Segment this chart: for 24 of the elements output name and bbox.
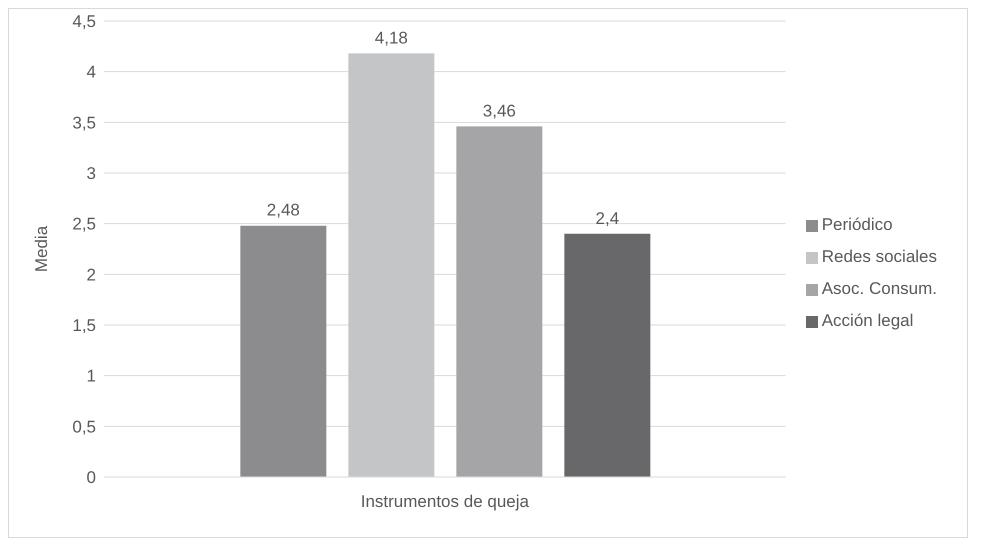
y-tick-label: 3,5 — [72, 113, 96, 132]
legend-label: Asoc. Consum. — [822, 279, 937, 298]
y-axis-title: Media — [32, 225, 52, 272]
bar — [564, 234, 650, 477]
y-tick-label: 1 — [86, 366, 96, 386]
y-tick-label: 0,5 — [72, 417, 96, 436]
y-tick-label: 4,5 — [72, 12, 96, 32]
data-label: 2,48 — [266, 200, 300, 220]
data-label: 2,4 — [596, 208, 620, 228]
y-tick-label: 0 — [86, 468, 96, 488]
data-label: 4,18 — [374, 28, 408, 48]
legend-label: Redes sociales — [822, 247, 937, 266]
data-label: 3,46 — [482, 101, 516, 120]
y-tick-label: 2 — [86, 265, 96, 284]
bar — [348, 53, 434, 477]
y-tick-label: 1,5 — [72, 316, 96, 336]
legend-label: Periódico — [822, 215, 893, 234]
y-tick-label: 2,5 — [72, 214, 96, 234]
legend-label: Acción legal — [822, 311, 914, 330]
bar — [240, 226, 326, 477]
y-tick-label: 4 — [86, 62, 96, 82]
y-tick-label: 3 — [86, 164, 96, 184]
bar — [456, 126, 542, 477]
x-tick-label: Instrumentos de queja — [360, 492, 530, 512]
